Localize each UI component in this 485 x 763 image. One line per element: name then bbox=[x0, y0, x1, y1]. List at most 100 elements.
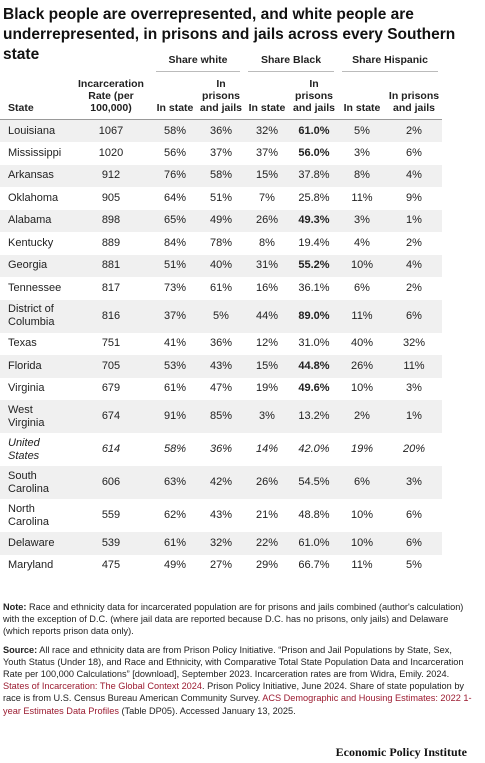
value-cell: 56% bbox=[163, 146, 187, 159]
value-cell: 19.4% bbox=[298, 236, 330, 249]
state-cell: Arkansas bbox=[8, 169, 54, 182]
table-row: Alabama 898 65% 49% 26% 49.3% 3% 1% bbox=[0, 209, 442, 232]
value-cell: 49% bbox=[163, 559, 187, 572]
table-row: District of Columbia 816 37% 5% 44% 89.0% 11% 6… bbox=[0, 299, 442, 333]
table-row: Louisiana 1067 58% 36% 32% 61.0% 5% 2% bbox=[0, 119, 442, 142]
value-cell: 25.8% bbox=[298, 191, 330, 204]
value-cell: 1% bbox=[406, 410, 422, 422]
value-cell: 889 bbox=[101, 236, 121, 249]
value-cell: 475 bbox=[101, 559, 121, 572]
column-header: In prisons and jails bbox=[200, 78, 243, 114]
state-cell: District of Columbia bbox=[8, 303, 55, 328]
table-row: Florida 705 53% 43% 15% 44.8% 26% 11% bbox=[0, 355, 442, 378]
value-cell: 12% bbox=[255, 337, 279, 350]
state-cell: Mississippi bbox=[8, 146, 62, 159]
table-row: Georgia 881 51% 40% 31% 55.2% 10% 4% bbox=[0, 254, 442, 277]
value-cell: 36% bbox=[209, 124, 233, 137]
value-cell: 58% bbox=[163, 443, 187, 455]
value-cell: 54.5% bbox=[298, 476, 330, 488]
value-cell: 61.0% bbox=[298, 124, 330, 137]
value-cell: 6% bbox=[406, 146, 422, 159]
column-header: In prisons and jails bbox=[388, 90, 440, 114]
value-cell: 37% bbox=[209, 146, 233, 159]
table-row: Texas 751 41% 36% 12% 31.0% 40% 32% bbox=[0, 333, 442, 356]
state-cell: Oklahoma bbox=[8, 191, 59, 204]
source-link: ACS Demographic and Housing Estimates: 2… bbox=[3, 693, 472, 716]
value-cell: 85% bbox=[209, 410, 233, 422]
value-cell: 53% bbox=[163, 359, 187, 372]
value-cell: 912 bbox=[101, 169, 121, 182]
value-cell: 7% bbox=[259, 191, 275, 204]
state-cell: Maryland bbox=[8, 559, 54, 572]
value-cell: 11% bbox=[403, 359, 425, 372]
value-cell: 26% bbox=[255, 214, 279, 227]
column-header: In state bbox=[248, 102, 286, 114]
value-cell: 816 bbox=[101, 309, 121, 322]
value-cell: 61.0% bbox=[298, 536, 330, 549]
value-cell: 1020 bbox=[98, 146, 124, 159]
value-cell: 26% bbox=[350, 359, 374, 372]
value-cell: 61% bbox=[163, 382, 187, 395]
value-cell: 49.6% bbox=[298, 382, 330, 395]
state-cell: Delaware bbox=[8, 536, 55, 549]
state-cell: West Virginia bbox=[8, 403, 45, 429]
value-cell: 29% bbox=[255, 559, 279, 572]
value-cell: 91% bbox=[163, 410, 187, 422]
value-cell: 58% bbox=[209, 169, 233, 182]
value-cell: 11% bbox=[351, 191, 373, 204]
column-header: In state bbox=[343, 102, 381, 114]
value-cell: 31.0% bbox=[298, 337, 330, 350]
value-cell: 32% bbox=[209, 536, 233, 549]
value-cell: 40% bbox=[350, 337, 374, 350]
value-cell: 42% bbox=[209, 476, 233, 488]
value-cell: 4% bbox=[406, 169, 422, 182]
value-cell: 21% bbox=[255, 509, 279, 521]
state-cell: Kentucky bbox=[8, 236, 54, 249]
state-cell: North Carolina bbox=[8, 502, 49, 528]
value-cell: 76% bbox=[163, 169, 187, 182]
state-cell: South Carolina bbox=[8, 469, 49, 495]
value-cell: 48.8% bbox=[298, 509, 330, 521]
value-cell: 10% bbox=[350, 509, 374, 521]
value-cell: 78% bbox=[209, 236, 233, 249]
value-cell: 47% bbox=[209, 382, 233, 395]
state-cell: Alabama bbox=[8, 214, 52, 227]
value-cell: 37% bbox=[163, 309, 187, 322]
value-cell: 19% bbox=[255, 382, 279, 395]
table-row: Arkansas 912 76% 58% 15% 37.8% 8% 4% bbox=[0, 164, 442, 187]
value-cell: 16% bbox=[255, 281, 279, 294]
value-cell: 4% bbox=[406, 259, 422, 272]
value-cell: 49.3% bbox=[298, 214, 330, 227]
value-cell: 5% bbox=[213, 309, 229, 322]
column-header: Incarceration Rate (per 100,000) bbox=[78, 78, 144, 114]
value-cell: 44% bbox=[255, 309, 279, 322]
notes: Note: Race and ethnicity data for incarc… bbox=[3, 601, 473, 723]
value-cell: 705 bbox=[101, 359, 121, 372]
value-cell: 679 bbox=[101, 382, 121, 395]
table-row: United States 614 58% 36% 14% 42.0% 19% 20% bbox=[0, 433, 442, 466]
table-row: Oklahoma 905 64% 51% 7% 25.8% 11% 9% bbox=[0, 187, 442, 210]
table-row: West Virginia 674 91% 85% 3% 13.2% 2% 1% bbox=[0, 400, 442, 433]
state-cell: Georgia bbox=[8, 259, 48, 272]
brand: Economic Policy Institute bbox=[335, 745, 467, 759]
value-cell: 881 bbox=[101, 259, 121, 272]
table-row: Delaware 539 61% 32% 22% 61.0% 10% 6% bbox=[0, 532, 442, 555]
value-cell: 66.7% bbox=[298, 559, 330, 572]
value-cell: 19% bbox=[350, 443, 374, 455]
value-cell: 49% bbox=[209, 214, 233, 227]
data-table: Share white Share Black Share Hispanic S… bbox=[0, 50, 442, 577]
column-header: In state bbox=[156, 102, 194, 114]
value-cell: 559 bbox=[101, 509, 121, 521]
value-cell: 37% bbox=[255, 146, 279, 159]
value-cell: 26% bbox=[255, 476, 279, 488]
value-cell: 6% bbox=[406, 309, 422, 322]
table-row: Virginia 679 61% 47% 19% 49.6% 10% 3% bbox=[0, 378, 442, 401]
value-cell: 2% bbox=[354, 410, 370, 422]
value-cell: 65% bbox=[163, 214, 187, 227]
value-cell: 817 bbox=[101, 281, 121, 294]
value-cell: 42.0% bbox=[298, 443, 330, 455]
value-cell: 27% bbox=[209, 559, 233, 572]
value-cell: 15% bbox=[255, 359, 279, 372]
title: Black people are overrepresented, and wh… bbox=[3, 6, 456, 63]
